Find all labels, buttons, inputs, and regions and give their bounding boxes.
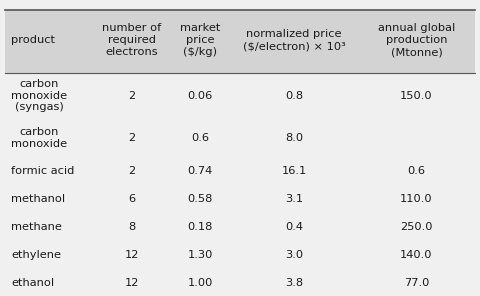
Bar: [5, 10, 475, 73]
Text: 8.0: 8.0: [285, 133, 303, 143]
Text: 2: 2: [128, 166, 135, 176]
Text: 16.1: 16.1: [281, 166, 307, 176]
Text: number of
required
electrons: number of required electrons: [102, 22, 161, 57]
Text: 3.1: 3.1: [285, 194, 303, 204]
Text: 0.06: 0.06: [187, 91, 213, 101]
Text: 0.6: 0.6: [191, 133, 209, 143]
Text: 0.8: 0.8: [285, 91, 303, 101]
Text: 3.8: 3.8: [285, 278, 303, 288]
Text: methanol: methanol: [11, 194, 65, 204]
Text: 2: 2: [128, 91, 135, 101]
Text: methane: methane: [11, 222, 62, 232]
Text: 0.74: 0.74: [187, 166, 213, 176]
Text: 0.4: 0.4: [285, 222, 303, 232]
Text: 12: 12: [125, 278, 139, 288]
Text: carbon
monoxide: carbon monoxide: [11, 127, 67, 149]
Text: 3.0: 3.0: [285, 250, 303, 260]
Text: formic acid: formic acid: [11, 166, 74, 176]
Text: 150.0: 150.0: [400, 91, 432, 101]
Text: 250.0: 250.0: [400, 222, 432, 232]
Text: 110.0: 110.0: [400, 194, 432, 204]
Text: 6: 6: [128, 194, 135, 204]
Text: 0.58: 0.58: [187, 194, 213, 204]
Text: product: product: [11, 35, 55, 45]
Text: 1.30: 1.30: [187, 250, 213, 260]
Text: 77.0: 77.0: [404, 278, 429, 288]
Text: 2: 2: [128, 133, 135, 143]
Text: market
price
($/kg): market price ($/kg): [180, 22, 220, 57]
Text: ethylene: ethylene: [11, 250, 61, 260]
Text: 1.00: 1.00: [187, 278, 213, 288]
Text: 140.0: 140.0: [400, 250, 432, 260]
Text: annual global
production
(Mtonne): annual global production (Mtonne): [378, 22, 455, 57]
Text: 0.6: 0.6: [408, 166, 425, 176]
Text: 8: 8: [128, 222, 135, 232]
Text: 12: 12: [125, 250, 139, 260]
Text: ethanol: ethanol: [11, 278, 54, 288]
Text: normalized price
($/electron) × 10³: normalized price ($/electron) × 10³: [243, 29, 346, 51]
Text: 0.18: 0.18: [187, 222, 213, 232]
Text: carbon
monoxide
(syngas): carbon monoxide (syngas): [11, 79, 67, 112]
